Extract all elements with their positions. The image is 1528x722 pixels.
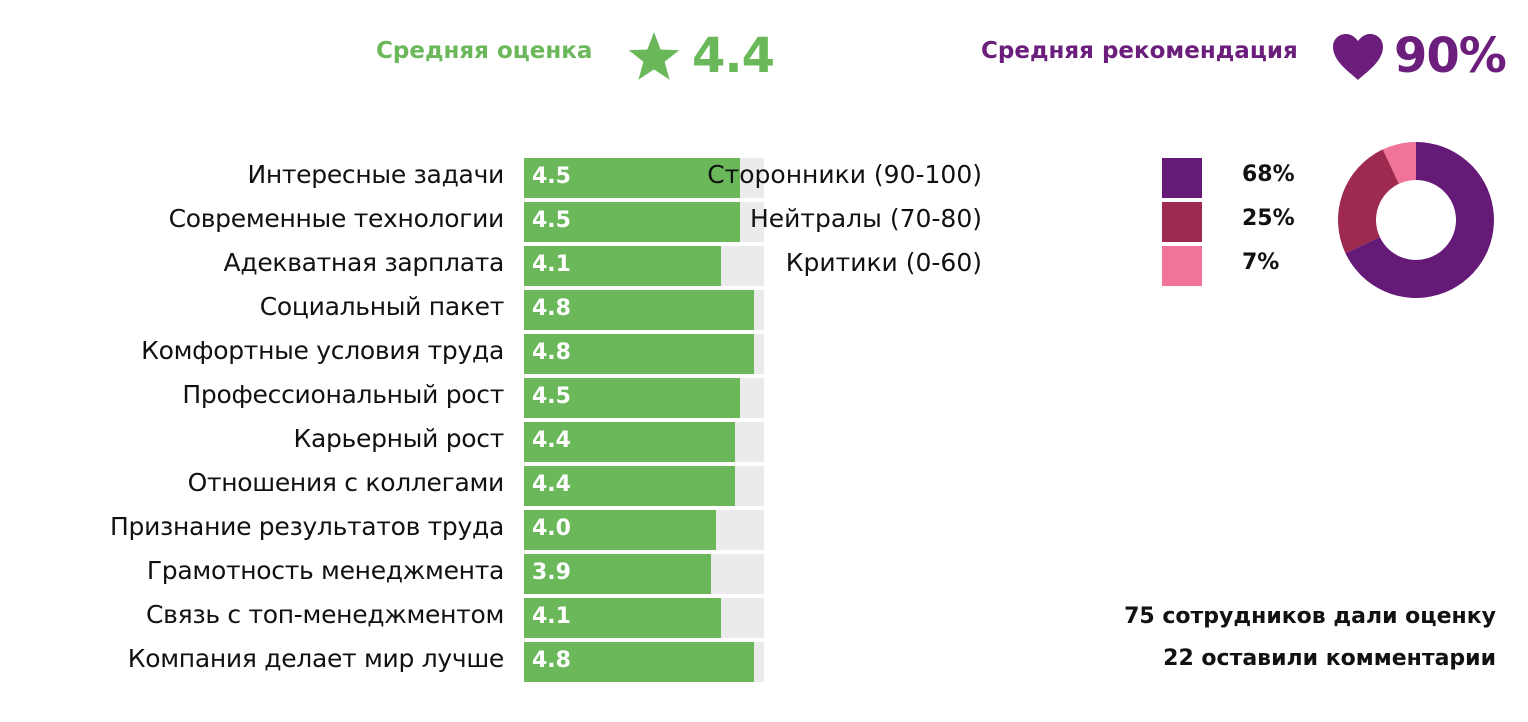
average-rating-value: 4.4: [692, 28, 775, 84]
bar-category-label: Компания делает мир лучше: [127, 644, 505, 673]
legend-percent: 25%: [1242, 206, 1295, 231]
bar-category-label: Профессиональный рост: [182, 380, 504, 409]
bar: 4.5: [524, 158, 740, 198]
bar-category-label: Признание результатов труда: [110, 512, 504, 541]
bar: 4.8: [524, 334, 754, 374]
heart-icon: [1333, 34, 1383, 80]
legend-item: Нейтралы (70-80) 25%: [750, 200, 1310, 242]
bar-row: Признание результатов труда 4.0: [0, 508, 800, 550]
bar: 4.1: [524, 246, 721, 286]
bar-track: 4.5: [524, 158, 764, 198]
bar-row: Компания делает мир лучше 4.8: [0, 640, 800, 682]
bar-value-label: 4.8: [532, 648, 571, 673]
bar-value-label: 4.1: [532, 604, 571, 629]
legend-label: Сторонники (90-100): [707, 160, 982, 189]
bar-category-label: Современные технологии: [168, 204, 505, 233]
bar-track: 4.1: [524, 598, 764, 638]
ratings-count-text: 75 сотрудников дали оценку: [1124, 604, 1496, 629]
bar: 4.1: [524, 598, 721, 638]
bar-track: 4.4: [524, 422, 764, 462]
bar-track: 4.8: [524, 334, 764, 374]
bar-row: Социальный пакет 4.8: [0, 288, 800, 330]
bar-category-label: Связь с топ-менеджментом: [146, 600, 504, 629]
legend-percent: 7%: [1242, 250, 1280, 275]
bar-track: 3.9: [524, 554, 764, 594]
ratings-bar-chart: Интересные задачи 4.5 Современные технолог…: [0, 156, 800, 684]
bar-category-label: Отношения с коллегами: [187, 468, 505, 497]
bar-category-label: Комфортные условия труда: [141, 336, 504, 365]
bar-category-label: Адекватная зарплата: [223, 248, 505, 277]
bar-value-label: 4.0: [532, 516, 571, 541]
bar-value-label: 4.8: [532, 296, 571, 321]
star-icon: [628, 32, 680, 80]
bar-row: Грамотность менеджмента 3.9: [0, 552, 800, 594]
bar: 4.8: [524, 642, 754, 682]
legend-swatch: [1162, 202, 1202, 242]
bar: 4.8: [524, 290, 754, 330]
bar-track: 4.0: [524, 510, 764, 550]
bar-value-label: 4.4: [532, 428, 571, 453]
bar-row: Современные технологии 4.5: [0, 200, 800, 242]
bar-row: Комфортные условия труда 4.8: [0, 332, 800, 374]
legend-swatch: [1162, 246, 1202, 286]
bar-category-label: Карьерный рост: [293, 424, 505, 453]
average-recommendation-value: 90%: [1394, 28, 1507, 84]
bar-track: 4.8: [524, 290, 764, 330]
average-recommendation-label: Средняя рекомендация: [981, 38, 1298, 64]
bar-category-label: Грамотность менеджмента: [146, 556, 504, 585]
recommendation-donut-chart: [1338, 142, 1494, 298]
legend-label: Критики (0-60): [785, 248, 982, 277]
bar: 4.5: [524, 202, 740, 242]
bar-value-label: 4.5: [532, 164, 571, 189]
bar-track: 4.8: [524, 642, 764, 682]
bar-row: Профессиональный рост 4.5: [0, 376, 800, 418]
bar-track: 4.5: [524, 378, 764, 418]
comments-count-text: 22 оставили комментарии: [1163, 646, 1496, 671]
bar-category-label: Социальный пакет: [259, 292, 505, 321]
bar: 4.4: [524, 422, 735, 462]
bar-track: 4.1: [524, 246, 764, 286]
bar-category-label: Интересные задачи: [247, 160, 504, 189]
bar-row: Карьерный рост 4.4: [0, 420, 800, 462]
legend-item: Критики (0-60) 7%: [786, 244, 1310, 286]
legend-percent: 68%: [1242, 162, 1295, 187]
bar-row: Адекватная зарплата 4.1: [0, 244, 800, 286]
bar: 3.9: [524, 554, 711, 594]
bar-value-label: 4.5: [532, 384, 571, 409]
donut-slice: [1345, 142, 1494, 298]
bar-value-label: 4.1: [532, 252, 571, 277]
bar: 4.0: [524, 510, 716, 550]
average-rating-label: Средняя оценка: [376, 38, 593, 64]
bar: 4.4: [524, 466, 735, 506]
bar-row: Отношения с коллегами 4.4: [0, 464, 800, 506]
bar-row: Интересные задачи 4.5: [0, 156, 800, 198]
bar-row: Связь с топ-менеджментом 4.1: [0, 596, 800, 638]
bar-value-label: 4.5: [532, 208, 571, 233]
donut-slice: [1382, 142, 1416, 184]
bar-track: 4.5: [524, 202, 764, 242]
donut-slice: [1338, 149, 1399, 254]
bar-value-label: 4.4: [532, 472, 571, 497]
bar-value-label: 4.8: [532, 340, 571, 365]
bar-value-label: 3.9: [532, 560, 571, 585]
bar: 4.5: [524, 378, 740, 418]
bar-track: 4.4: [524, 466, 764, 506]
legend-swatch: [1162, 158, 1202, 198]
legend-item: Сторонники (90-100) 68%: [707, 156, 1310, 198]
legend-label: Нейтралы (70-80): [750, 204, 982, 233]
